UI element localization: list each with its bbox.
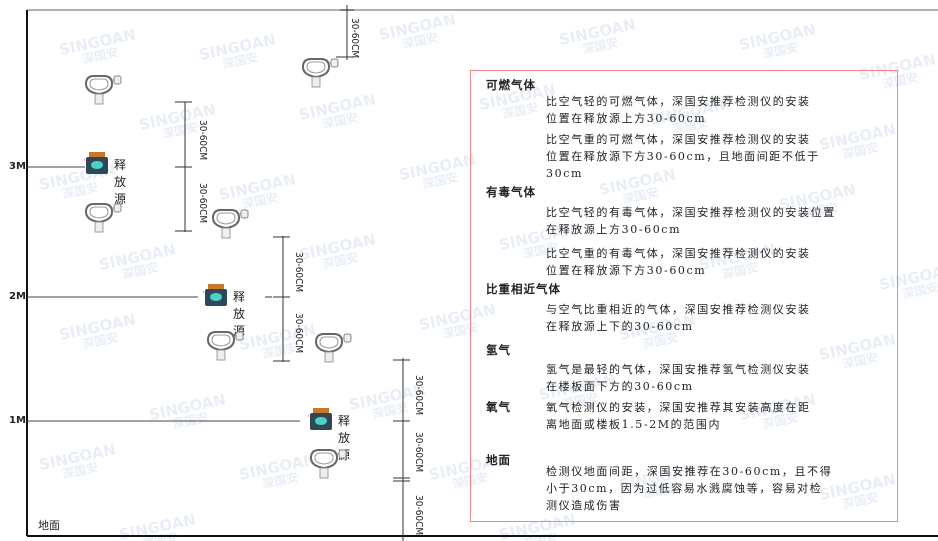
- gas-cylinder-icon: [83, 152, 108, 174]
- release-source: 释放源: [307, 406, 350, 462]
- section-paragraph: 比空气轻的可燃气体，深国安推荐检测仪的安装 位置在释放源上方30-60cm: [546, 95, 811, 125]
- section-title: 比重相近气体: [486, 282, 561, 296]
- dimension-label: 30-60CM: [413, 375, 424, 416]
- dimension-label: 30-60CM: [293, 252, 304, 293]
- release-source-label: 释放源: [114, 158, 129, 206]
- dimension-label: 30-60CM: [197, 120, 208, 161]
- gas-detector-icon: [310, 330, 352, 370]
- section-title: 地面: [486, 453, 511, 467]
- dimension-lines: [175, 5, 410, 541]
- installation-guidelines-box: 可燃气体 比空气轻的可燃气体，深国安推荐检测仪的安装 位置在释放源上方30-60c…: [470, 70, 898, 522]
- section-paragraph: 与空气比重相近的气体，深国安推荐检测仪安装 在释放源上下的30-60cm: [546, 303, 811, 333]
- level-1m-label: 1M: [9, 415, 26, 426]
- section-paragraph: 氢气是最轻的气体，深国安推荐氢气检测仪安装 在楼板面下方的30-60cm: [546, 363, 811, 393]
- release-source: 释放源: [202, 282, 245, 338]
- gas-cylinder-icon: [202, 284, 227, 306]
- section-paragraph: 检测仪地面间距，深国安推荐在30-60cm，且不得 小于30cm，因为过低容易水…: [546, 465, 833, 512]
- gas-detector-icon: [80, 72, 122, 112]
- section-paragraph: 氧气检测仪的安装，深国安推荐其安装高度在距 离地面或楼板1.5-2M的范围内: [546, 401, 811, 431]
- gas-cylinder-icon: [307, 408, 332, 430]
- dimension-label: 30-60CM: [293, 313, 304, 354]
- release-source-label: 释放源: [233, 290, 248, 338]
- level-2m-label: 2M: [9, 291, 26, 302]
- gas-detector-icon: [207, 206, 249, 246]
- gas-detector-icon: [297, 55, 339, 95]
- section-title: 氧气: [486, 400, 511, 414]
- section-title: 可燃气体: [486, 78, 536, 92]
- release-source: 释放源: [83, 150, 126, 206]
- section-paragraph: 比空气重的可燃气体，深国安推荐检测仪的安装 位置在释放源下方30-60cm，且地…: [546, 133, 820, 180]
- ground-label: 地面: [38, 519, 60, 532]
- section-paragraph: 比空气轻的有毒气体，深国安推荐检测仪的安装位置 在释放源上方30-60cm: [546, 206, 836, 236]
- dimension-label: 30-60CM: [413, 432, 424, 473]
- gas-detector-icon: [202, 328, 244, 368]
- level-3m-label: 3M: [9, 161, 26, 172]
- dimension-label: 30-60CM: [413, 495, 424, 536]
- dimension-label: 30-60CM: [349, 18, 360, 59]
- section-title: 氢气: [486, 343, 511, 357]
- release-source-label: 释放源: [338, 414, 353, 462]
- section-paragraph: 比空气重的有毒气体，深国安推荐检测仪的安装 位置在释放源下方30-60cm: [546, 247, 811, 277]
- section-title: 有毒气体: [486, 185, 536, 199]
- gas-detector-icon: [305, 446, 347, 486]
- gas-detector-icon: [80, 200, 122, 240]
